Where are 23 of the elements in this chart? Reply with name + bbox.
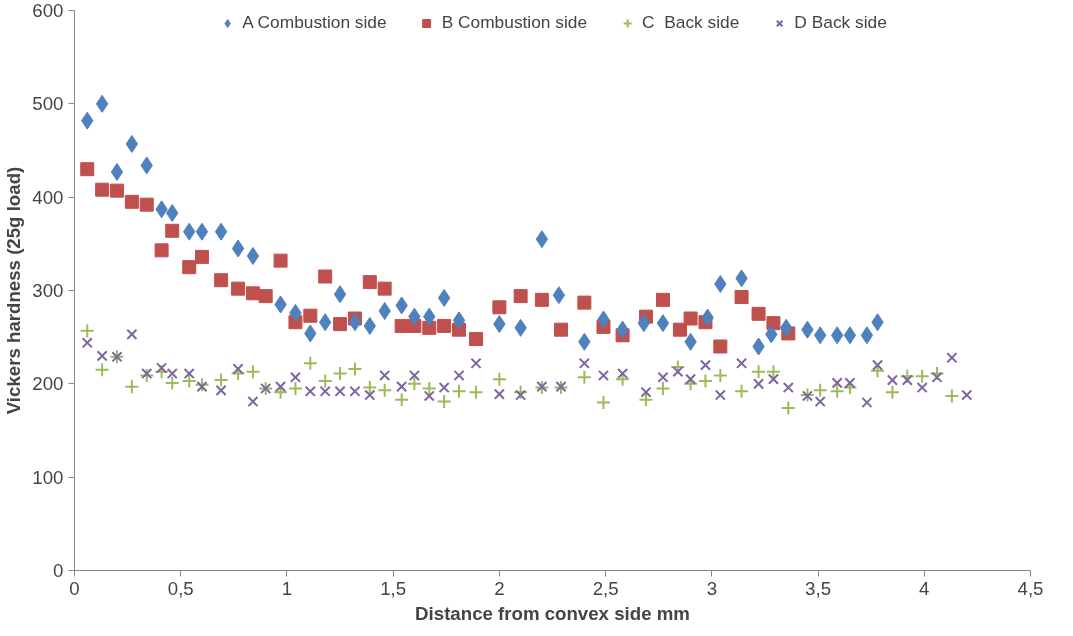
x-tick-label: 0 bbox=[69, 577, 80, 599]
y-tick-label: 100 bbox=[32, 466, 64, 488]
y-axis-title: Vickers hardness (25g load) bbox=[3, 166, 25, 415]
x-tick-label: 3 bbox=[706, 577, 718, 599]
legend-label: D Back side bbox=[794, 12, 887, 33]
y-tick-label: 0 bbox=[53, 560, 64, 581]
y-tick-label: 400 bbox=[32, 186, 64, 208]
x-tick-label: 4,5 bbox=[1017, 577, 1044, 599]
y-tick-label: 200 bbox=[32, 373, 64, 395]
y-tick-label: 500 bbox=[32, 93, 64, 115]
x-tick-label: 1,5 bbox=[380, 577, 407, 599]
x-tick-label: 3,5 bbox=[805, 577, 832, 599]
x-axis-title: Distance from convex side mm bbox=[415, 602, 690, 624]
x-tick-label: 0,5 bbox=[167, 577, 194, 599]
y-tick-label: 600 bbox=[32, 0, 64, 21]
x-tick-label: 1 bbox=[281, 577, 293, 599]
x-tick-label: 4 bbox=[919, 577, 930, 599]
legend-label: A Combustion side bbox=[242, 12, 387, 33]
x-tick-label: 2,5 bbox=[592, 577, 619, 599]
legend-label: B Combustion side bbox=[441, 12, 588, 33]
legend-label: C Back side bbox=[642, 12, 740, 33]
y-tick-label: 300 bbox=[32, 280, 64, 301]
x-tick-label: 2 bbox=[494, 577, 505, 599]
